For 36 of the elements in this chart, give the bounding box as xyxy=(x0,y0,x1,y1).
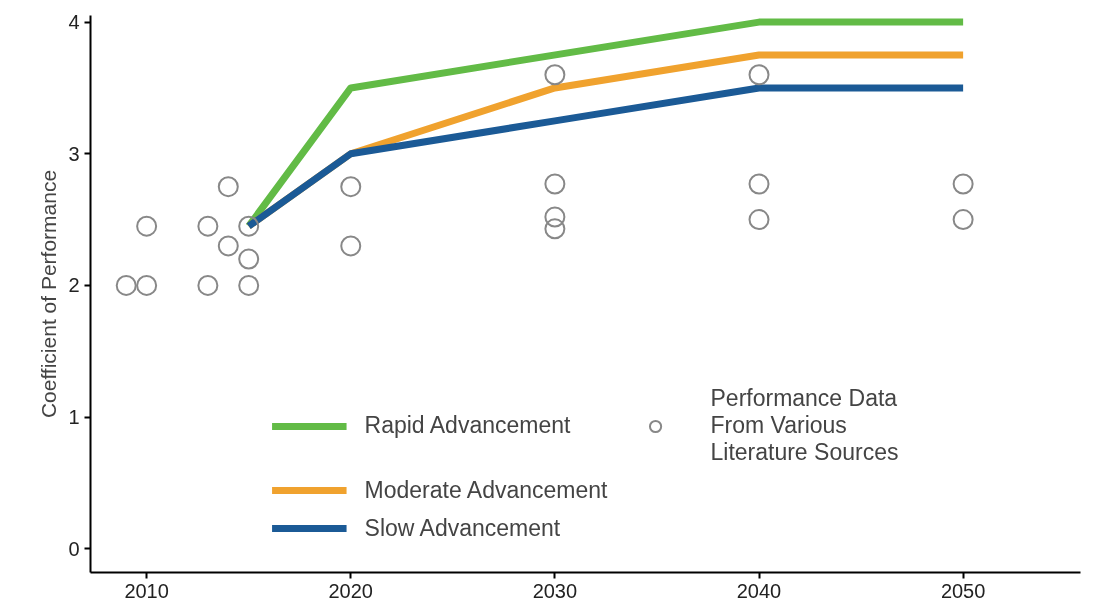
legend-label: Performance Data From Various Literature Sources xyxy=(710,385,899,466)
point xyxy=(217,235,239,257)
y-tick-label: 2 xyxy=(68,274,80,297)
legend-label: Moderate Advancement xyxy=(364,476,608,504)
x-tick-label: 2040 xyxy=(736,579,782,602)
point xyxy=(748,209,770,231)
point xyxy=(952,173,974,195)
point xyxy=(748,173,770,195)
y-axis-title: Coefficient of Performance xyxy=(37,169,61,419)
x-tick-label: 2050 xyxy=(940,579,986,602)
point xyxy=(136,215,158,237)
y-tick-label: 1 xyxy=(68,406,80,429)
x-tick-label: 2010 xyxy=(124,579,169,602)
point xyxy=(544,206,566,228)
point xyxy=(238,248,260,270)
point xyxy=(115,274,137,296)
x-tick-label: 2030 xyxy=(532,579,578,602)
point xyxy=(197,215,219,237)
point xyxy=(748,64,770,86)
point xyxy=(952,209,974,231)
legend-label: Rapid Advancement xyxy=(364,412,571,439)
legend-label: Slow Advancement xyxy=(364,514,561,542)
point xyxy=(197,274,219,296)
point xyxy=(136,274,158,296)
y-tick-label: 4 xyxy=(68,11,80,34)
point xyxy=(340,176,362,198)
point xyxy=(544,218,566,240)
y-tick-label: 3 xyxy=(68,142,80,165)
point xyxy=(238,274,260,296)
point xyxy=(217,176,239,198)
y-tick-label: 0 xyxy=(68,537,80,560)
point xyxy=(238,215,260,237)
point xyxy=(340,235,362,257)
point xyxy=(544,173,566,195)
point xyxy=(544,64,566,86)
x-tick-label: 2020 xyxy=(328,579,374,602)
